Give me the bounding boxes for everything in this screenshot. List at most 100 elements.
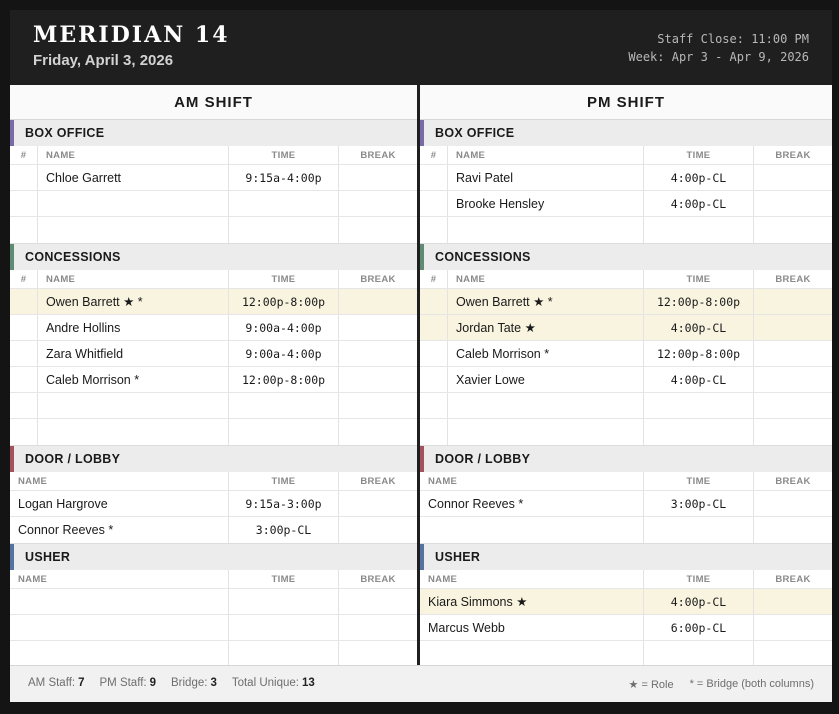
- break-cell[interactable]: [754, 615, 832, 640]
- shift-time-cell[interactable]: 3:00p-CL: [229, 517, 339, 543]
- staff-name-cell[interactable]: Chloe Garrett: [38, 165, 229, 190]
- shift-time-cell[interactable]: [644, 393, 754, 418]
- table-row[interactable]: Chloe Garrett 9:15a-4:00p: [10, 165, 417, 191]
- staff-name-cell[interactable]: [448, 217, 644, 243]
- shift-time-cell[interactable]: 9:15a-3:00p: [229, 491, 339, 516]
- table-row[interactable]: [420, 517, 832, 543]
- table-row[interactable]: [420, 393, 832, 419]
- break-cell[interactable]: [339, 367, 417, 392]
- break-cell[interactable]: [339, 491, 417, 516]
- staff-name-cell[interactable]: [420, 517, 644, 543]
- break-cell[interactable]: [339, 217, 417, 243]
- break-cell[interactable]: [754, 341, 832, 366]
- staff-name-cell[interactable]: Logan Hargrove: [10, 491, 229, 516]
- break-cell[interactable]: [339, 289, 417, 314]
- shift-time-cell[interactable]: [644, 517, 754, 543]
- table-row[interactable]: [420, 419, 832, 445]
- staff-name-cell[interactable]: Ravi Patel: [448, 165, 644, 190]
- table-row[interactable]: Owen Barrett ★ * 12:00p-8:00p: [10, 289, 417, 315]
- table-row[interactable]: [10, 191, 417, 217]
- table-row[interactable]: [10, 217, 417, 243]
- shift-time-cell[interactable]: [644, 641, 754, 665]
- shift-time-cell[interactable]: 3:00p-CL: [644, 491, 754, 516]
- staff-name-cell[interactable]: [38, 191, 229, 216]
- table-row[interactable]: Jordan Tate ★ 4:00p-CL: [420, 315, 832, 341]
- break-cell[interactable]: [339, 419, 417, 445]
- shift-time-cell[interactable]: 12:00p-8:00p: [229, 367, 339, 392]
- break-cell[interactable]: [339, 641, 417, 665]
- table-row[interactable]: Ravi Patel 4:00p-CL: [420, 165, 832, 191]
- table-row[interactable]: Caleb Morrison * 12:00p-8:00p: [420, 341, 832, 367]
- table-row[interactable]: [10, 641, 417, 665]
- table-row[interactable]: Brooke Hensley 4:00p-CL: [420, 191, 832, 217]
- staff-name-cell[interactable]: Caleb Morrison *: [448, 341, 644, 366]
- break-cell[interactable]: [339, 341, 417, 366]
- shift-time-cell[interactable]: 12:00p-8:00p: [644, 289, 754, 314]
- break-cell[interactable]: [339, 191, 417, 216]
- break-cell[interactable]: [339, 393, 417, 418]
- staff-name-cell[interactable]: [420, 641, 644, 665]
- shift-time-cell[interactable]: [229, 393, 339, 418]
- shift-time-cell[interactable]: 4:00p-CL: [644, 367, 754, 392]
- shift-time-cell[interactable]: [229, 589, 339, 614]
- staff-name-cell[interactable]: Connor Reeves *: [10, 517, 229, 543]
- break-cell[interactable]: [754, 641, 832, 665]
- shift-time-cell[interactable]: 12:00p-8:00p: [644, 341, 754, 366]
- shift-time-cell[interactable]: 9:00a-4:00p: [229, 315, 339, 340]
- shift-time-cell[interactable]: 9:15a-4:00p: [229, 165, 339, 190]
- staff-name-cell[interactable]: [448, 419, 644, 445]
- break-cell[interactable]: [754, 165, 832, 190]
- staff-name-cell[interactable]: [448, 393, 644, 418]
- staff-name-cell[interactable]: [10, 641, 229, 665]
- staff-name-cell[interactable]: [38, 393, 229, 418]
- shift-time-cell[interactable]: 4:00p-CL: [644, 165, 754, 190]
- table-row[interactable]: [420, 217, 832, 243]
- staff-name-cell[interactable]: Brooke Hensley: [448, 191, 644, 216]
- table-row[interactable]: Connor Reeves * 3:00p-CL: [420, 491, 832, 517]
- staff-name-cell[interactable]: Andre Hollins: [38, 315, 229, 340]
- staff-name-cell[interactable]: Zara Whitfield: [38, 341, 229, 366]
- table-row[interactable]: [420, 641, 832, 665]
- table-row[interactable]: Marcus Webb 6:00p-CL: [420, 615, 832, 641]
- staff-name-cell[interactable]: Caleb Morrison *: [38, 367, 229, 392]
- table-row[interactable]: Xavier Lowe 4:00p-CL: [420, 367, 832, 393]
- table-row[interactable]: [10, 419, 417, 445]
- table-row[interactable]: Logan Hargrove 9:15a-3:00p: [10, 491, 417, 517]
- shift-time-cell[interactable]: [229, 191, 339, 216]
- staff-name-cell[interactable]: Owen Barrett ★ *: [38, 289, 229, 314]
- shift-time-cell[interactable]: 9:00a-4:00p: [229, 341, 339, 366]
- shift-time-cell[interactable]: [229, 615, 339, 640]
- break-cell[interactable]: [754, 517, 832, 543]
- break-cell[interactable]: [339, 517, 417, 543]
- shift-time-cell[interactable]: [644, 217, 754, 243]
- shift-time-cell[interactable]: [229, 419, 339, 445]
- table-row[interactable]: Caleb Morrison * 12:00p-8:00p: [10, 367, 417, 393]
- staff-name-cell[interactable]: Owen Barrett ★ *: [448, 289, 644, 314]
- staff-name-cell[interactable]: Connor Reeves *: [420, 491, 644, 516]
- table-row[interactable]: [10, 589, 417, 615]
- shift-time-cell[interactable]: 4:00p-CL: [644, 589, 754, 614]
- break-cell[interactable]: [754, 315, 832, 340]
- break-cell[interactable]: [339, 589, 417, 614]
- staff-name-cell[interactable]: [38, 419, 229, 445]
- break-cell[interactable]: [754, 217, 832, 243]
- shift-time-cell[interactable]: [644, 419, 754, 445]
- break-cell[interactable]: [754, 367, 832, 392]
- table-row[interactable]: [10, 393, 417, 419]
- shift-time-cell[interactable]: [229, 217, 339, 243]
- shift-time-cell[interactable]: [229, 641, 339, 665]
- break-cell[interactable]: [754, 491, 832, 516]
- break-cell[interactable]: [339, 615, 417, 640]
- break-cell[interactable]: [754, 393, 832, 418]
- break-cell[interactable]: [754, 419, 832, 445]
- table-row[interactable]: Kiara Simmons ★ 4:00p-CL: [420, 589, 832, 615]
- break-cell[interactable]: [754, 191, 832, 216]
- staff-name-cell[interactable]: Kiara Simmons ★: [420, 589, 644, 614]
- shift-time-cell[interactable]: 4:00p-CL: [644, 191, 754, 216]
- table-row[interactable]: [10, 615, 417, 641]
- table-row[interactable]: Andre Hollins 9:00a-4:00p: [10, 315, 417, 341]
- table-row[interactable]: Zara Whitfield 9:00a-4:00p: [10, 341, 417, 367]
- shift-time-cell[interactable]: 4:00p-CL: [644, 315, 754, 340]
- break-cell[interactable]: [339, 165, 417, 190]
- break-cell[interactable]: [339, 315, 417, 340]
